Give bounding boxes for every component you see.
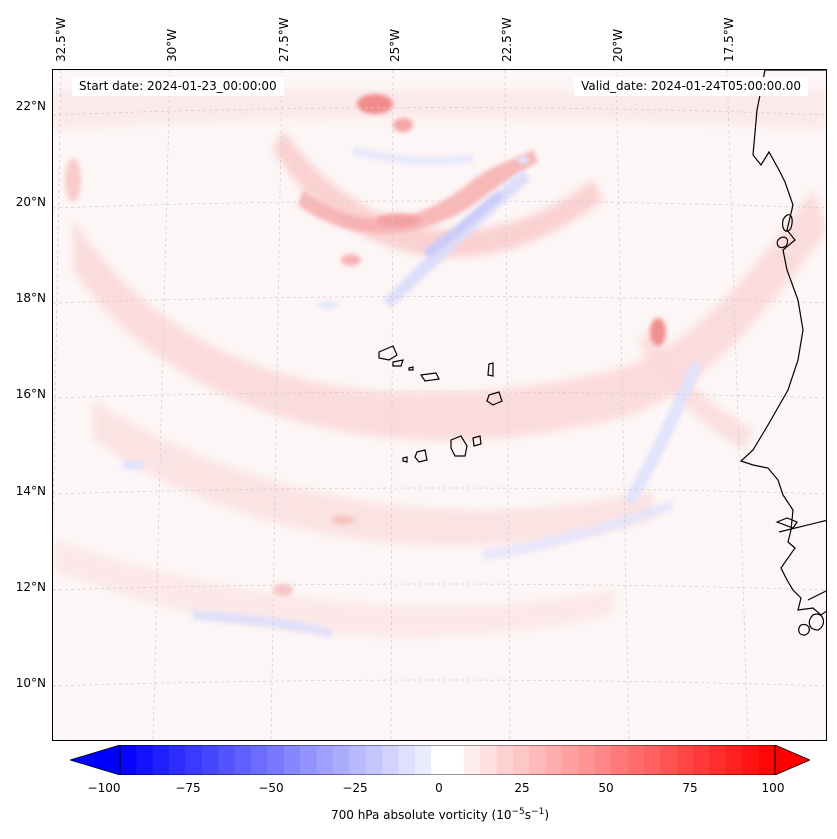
colorbar-tick-label: 50 — [598, 781, 614, 795]
colorbar-tick-label: −100 — [87, 781, 121, 795]
colorbar-tick-label: 25 — [514, 781, 530, 795]
colorbar-tick-label: 75 — [682, 781, 698, 795]
cap-vert-coast — [782, 214, 793, 232]
colorbar-segment — [562, 745, 580, 775]
colorbar-segment — [136, 745, 154, 775]
africa-coast — [739, 70, 826, 616]
lat-label-22n: 22°N — [15, 99, 46, 113]
positive-vorticity-bands — [53, 90, 826, 637]
sao-vicente-island — [392, 359, 404, 367]
sao-nicolau-island — [419, 372, 440, 382]
sal-island — [487, 362, 494, 377]
lat-label-14n: 14°N — [15, 484, 46, 498]
colorbar-segments — [120, 745, 776, 775]
colorbar-segment — [463, 745, 481, 775]
bijagos-island — [808, 613, 825, 631]
colorbar-segment — [709, 745, 727, 775]
colorbar-segment — [398, 745, 416, 775]
colorbar-segment — [300, 745, 318, 775]
colorbar-segment — [316, 745, 334, 775]
colorbar-segment — [742, 745, 760, 775]
colorbar-segment — [414, 745, 432, 775]
colorbar-segment — [234, 745, 252, 775]
colorbar-segment — [578, 745, 596, 775]
colorbar-segment — [447, 745, 465, 775]
lon-label-22-5w: 22.5°W — [500, 17, 514, 62]
lon-label-17-5w: 17.5°W — [722, 17, 736, 62]
fogo-island — [414, 449, 428, 463]
colorbar-segment — [594, 745, 612, 775]
colorbar-segment — [513, 745, 530, 775]
colorbar-segment — [660, 745, 678, 775]
colorbar-segment — [185, 745, 203, 775]
coastlines — [378, 70, 826, 636]
colorbar-segment — [480, 745, 498, 775]
lon-label-25w: 25°W — [388, 28, 402, 62]
colorbar-segment — [676, 745, 694, 775]
colorbar-min-extend — [70, 745, 121, 775]
lon-label-27-5w: 27.5°W — [277, 17, 291, 62]
colorbar-segment — [201, 745, 219, 775]
colorbar-segment — [251, 745, 268, 775]
lon-label-30w: 30°W — [165, 28, 179, 62]
colorbar-segment — [365, 745, 383, 775]
colorbar-max-extend — [774, 745, 810, 775]
map-panel[interactable] — [52, 69, 827, 741]
lat-label-10n: 10°N — [15, 676, 46, 690]
colorbar-segment — [758, 745, 776, 775]
gambia-coast — [775, 517, 798, 529]
strong-positive-vorticity — [65, 94, 666, 596]
colorbar — [70, 745, 810, 775]
negative-vorticity-bands — [121, 146, 703, 638]
coast-detail — [778, 519, 826, 533]
brava-island — [402, 456, 408, 463]
lat-label-12n: 12°N — [15, 580, 46, 594]
colorbar-segment — [169, 745, 187, 775]
colorbar-tick-label: 100 — [761, 781, 785, 795]
colorbar-segment — [120, 745, 137, 775]
lon-label-32-5w: 32.5°W — [54, 17, 68, 62]
colorbar-tick-label: −50 — [258, 781, 284, 795]
colorbar-segment — [545, 745, 563, 775]
colorbar-segment — [644, 745, 661, 775]
maio-island — [472, 435, 482, 447]
lat-label-16n: 16°N — [15, 387, 46, 401]
santiago-island — [450, 435, 468, 457]
boa-vista-island — [486, 391, 503, 406]
colorbar-segment — [693, 745, 711, 775]
colorbar-tick-label: −75 — [175, 781, 201, 795]
lon-label-20w: 20°W — [611, 28, 625, 62]
valid-date-box: Valid_date: 2024-01-24T05:00:00.00 — [574, 77, 808, 96]
colorbar-segment — [283, 745, 301, 775]
lat-label-20n: 20°N — [15, 195, 46, 209]
colorbar-segment — [431, 745, 449, 775]
colorbar-segment — [611, 745, 629, 775]
colorbar-segment — [218, 745, 236, 775]
lat-label-18n: 18°N — [15, 291, 46, 305]
bijagos-coast — [807, 590, 826, 601]
colorbar-segment — [725, 745, 743, 775]
colorbar-segment — [496, 745, 514, 775]
colorbar-tick-label: 0 — [435, 781, 443, 795]
colorbar-label: 700 hPa absolute vorticity (10−5s−1) — [330, 807, 550, 822]
colorbar-segment — [152, 745, 170, 775]
colorbar-frame — [119, 745, 776, 775]
colorbar-segment — [267, 745, 285, 775]
bijagos-island-2 — [798, 623, 810, 636]
coast-islet — [776, 236, 789, 249]
colorbar-segment — [332, 745, 350, 775]
colorbar-segment — [382, 745, 399, 775]
colorbar-segment — [349, 745, 367, 775]
graticule — [53, 70, 826, 740]
colorbar-segment — [529, 745, 547, 775]
vorticity-map — [53, 70, 826, 740]
start-date-box: Start date: 2024-01-23_00:00:00 — [72, 77, 284, 96]
colorbar-tick-label: −25 — [342, 781, 368, 795]
santa-luzia-island — [408, 366, 414, 371]
santo-antao-island — [378, 345, 398, 361]
colorbar-segment — [627, 745, 645, 775]
